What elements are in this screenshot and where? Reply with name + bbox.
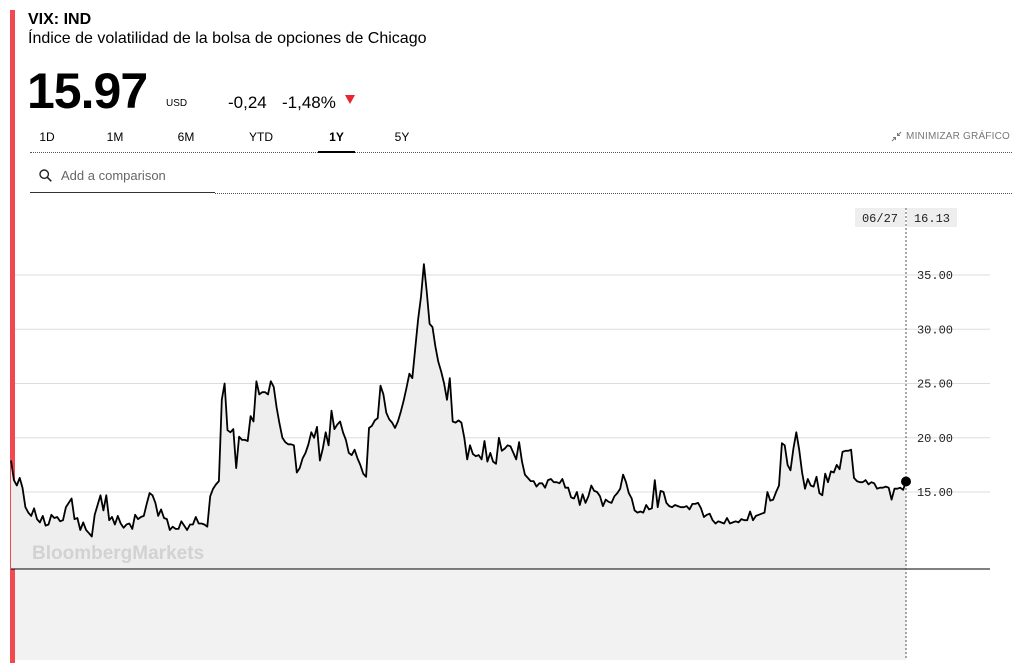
currency-label: USD	[166, 98, 188, 109]
y-tick-label: 35.00	[917, 269, 953, 283]
lower-panel	[15, 570, 906, 660]
tab-1d[interactable]: 1D	[39, 130, 55, 144]
y-tick-label: 25.00	[917, 378, 953, 392]
y-tick-label: 15.00	[917, 486, 953, 500]
price-area-fill	[11, 264, 906, 569]
price-change-percent: -1,48%	[282, 93, 336, 112]
hover-date: 06/27	[862, 212, 898, 226]
watermark: BloombergMarkets	[32, 543, 204, 564]
tab-5y[interactable]: 5Y	[394, 130, 410, 144]
y-axis-ticks: 15.00 20.00 25.00 30.00 35.00	[917, 269, 953, 500]
tab-1m[interactable]: 1M	[106, 130, 124, 144]
company-name: Índice de volatilidad de la bolsa de opc…	[28, 30, 427, 47]
tab-1y[interactable]: 1Y	[318, 130, 355, 153]
search-icon	[39, 168, 52, 182]
current-value-dot[interactable]	[901, 476, 911, 487]
hover-value-badge: 16.13	[907, 208, 957, 227]
ticker-symbol: VIX: IND	[28, 11, 92, 28]
tab-ytd[interactable]: YTD	[249, 130, 273, 144]
range-tabs: 1D 1M 6M YTD 1Y 5Y MINIMIZAR GRÁFICO	[30, 125, 1012, 153]
down-arrow-icon	[345, 95, 355, 104]
accent-bar	[10, 10, 15, 663]
minimize-icon	[891, 131, 902, 142]
comparison-search	[30, 158, 215, 193]
price-line	[10, 263, 907, 538]
divider	[215, 193, 1012, 194]
tab-6m[interactable]: 6M	[177, 130, 195, 144]
hover-value: 16.13	[914, 212, 950, 226]
y-tick-label: 20.00	[917, 432, 953, 446]
minimize-chart-button[interactable]: MINIMIZAR GRÁFICO	[891, 131, 1010, 142]
price-change: -0,24	[228, 93, 267, 112]
y-tick-label: 30.00	[917, 323, 953, 337]
hover-date-badge: 06/27	[855, 208, 905, 227]
comparison-input[interactable]	[61, 167, 211, 183]
minimize-chart-label: MINIMIZAR GRÁFICO	[906, 131, 1010, 142]
current-price: 15.97	[27, 63, 148, 119]
